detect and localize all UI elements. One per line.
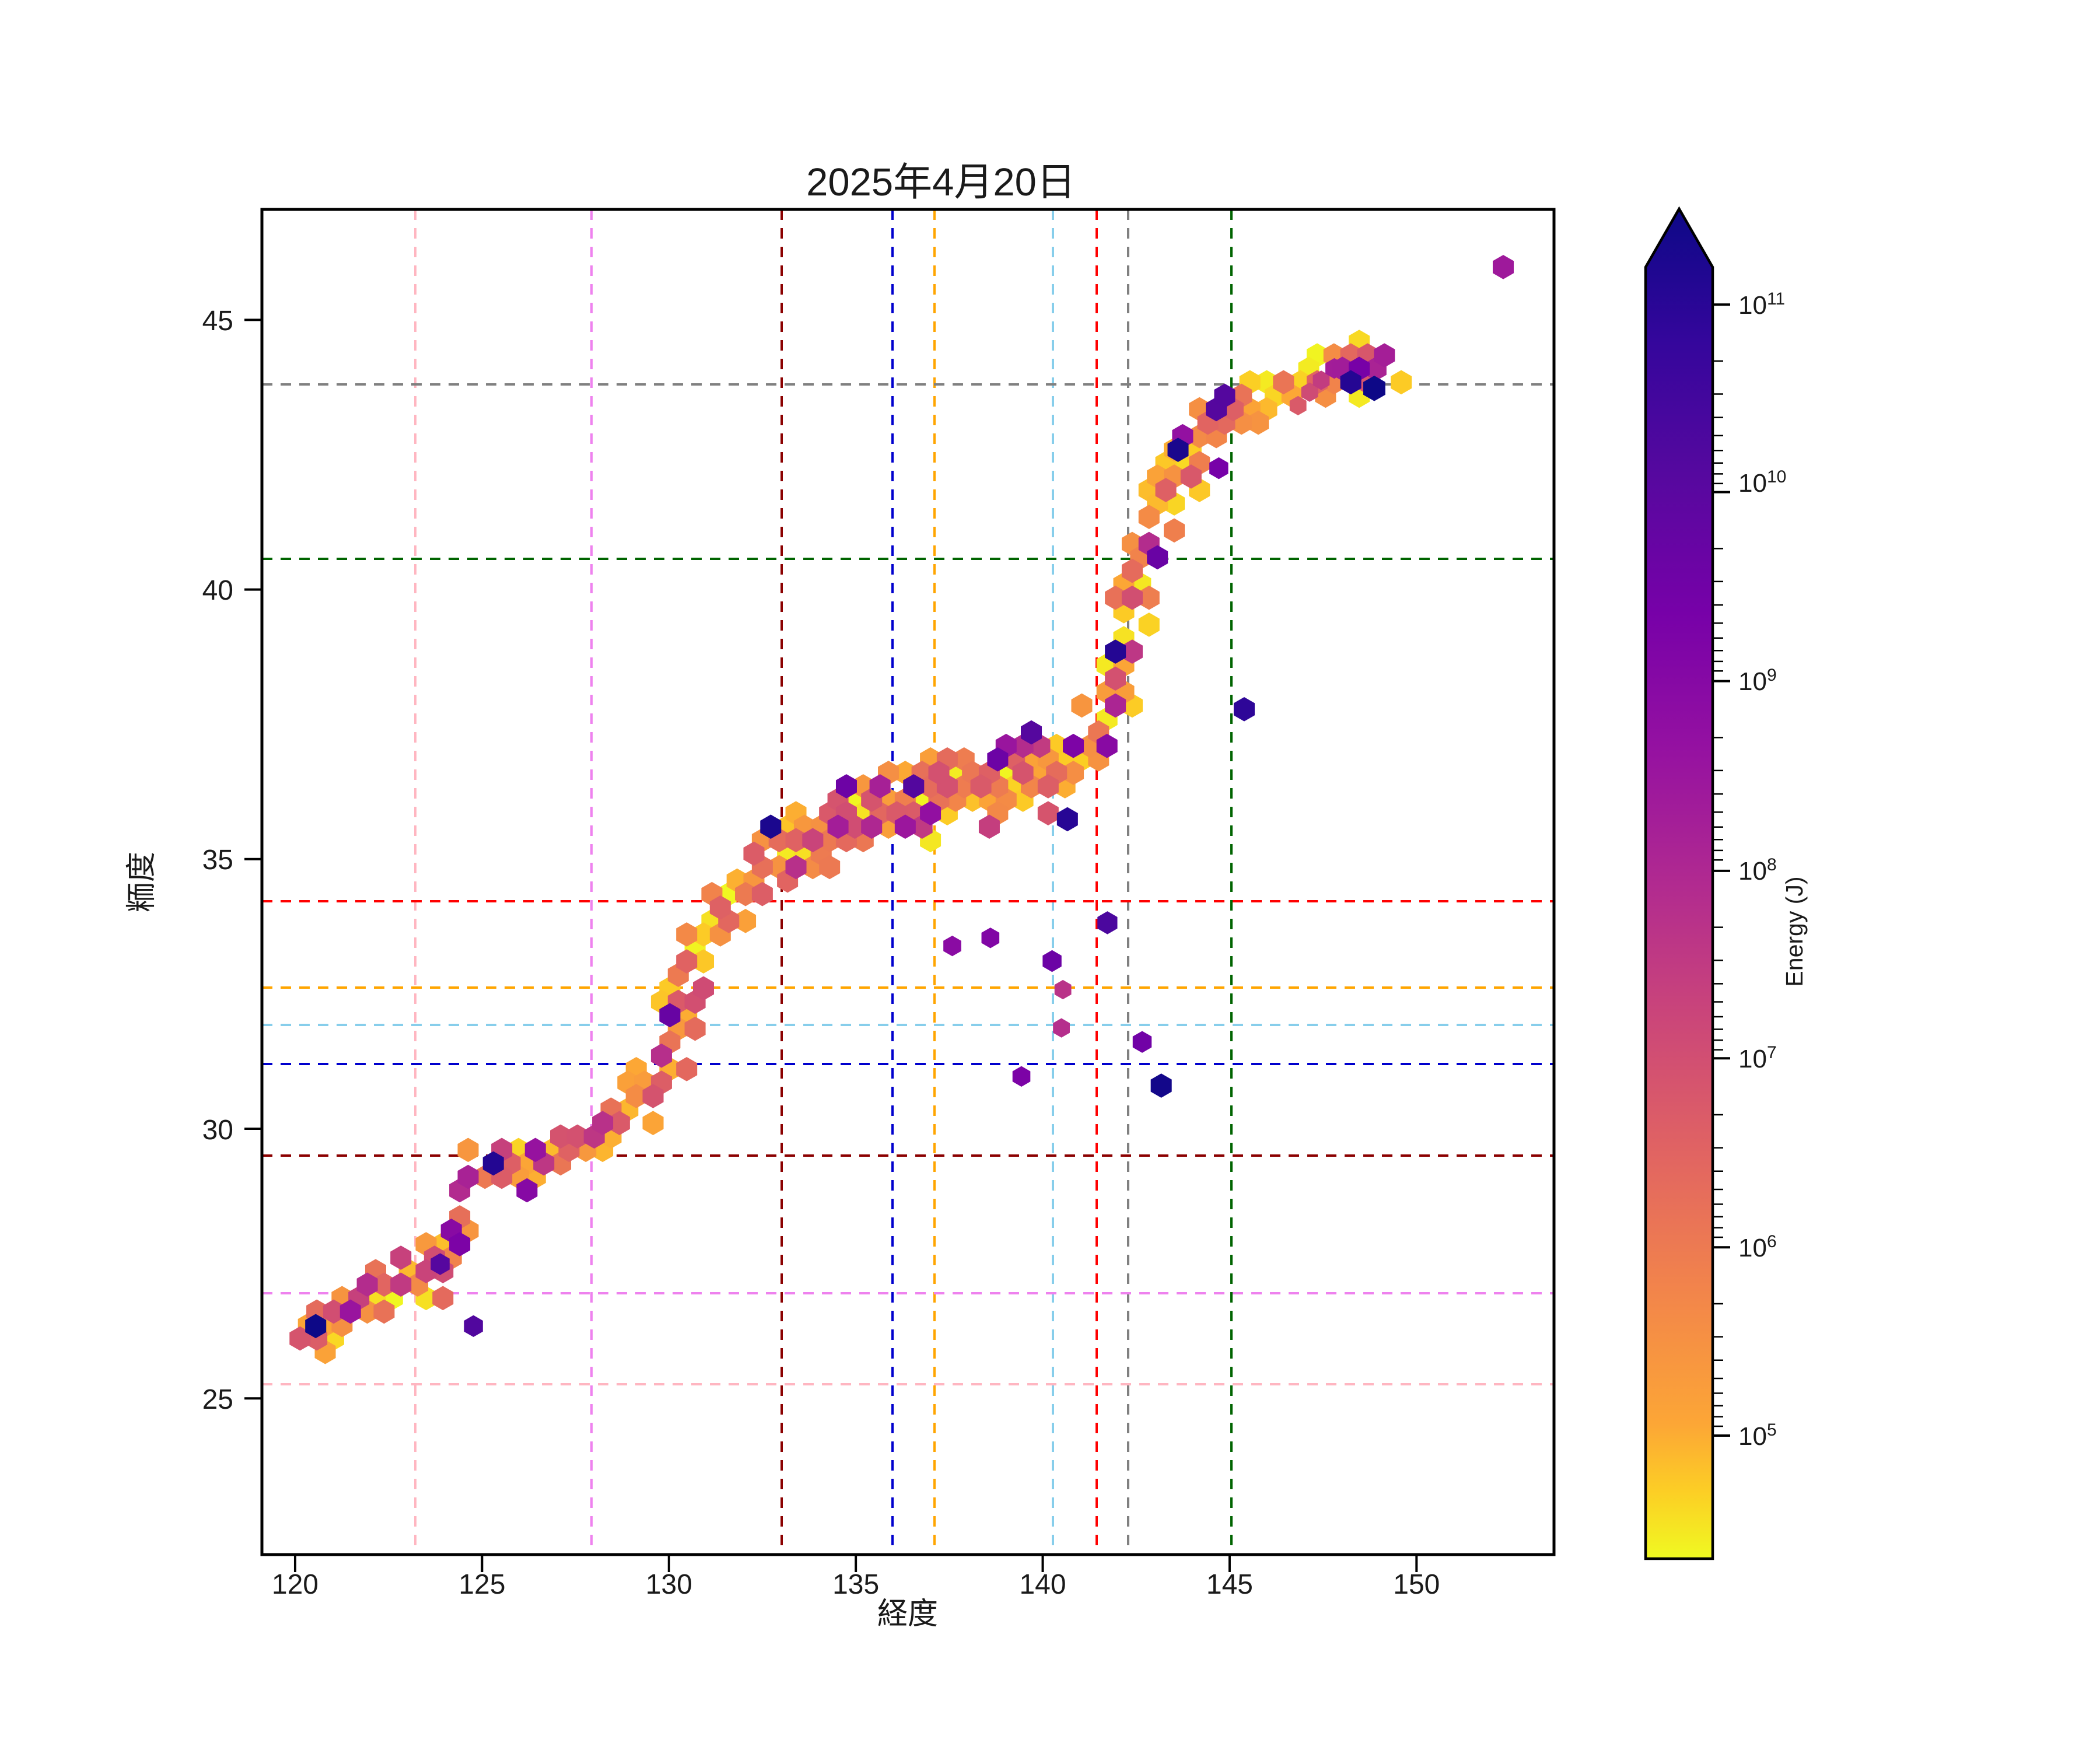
svg-text:150: 150 [1393,1569,1440,1600]
svg-text:1011: 1011 [1738,289,1785,320]
svg-text:30: 30 [202,1115,233,1146]
svg-text:Energy (J): Energy (J) [1781,876,1808,986]
svg-text:120: 120 [272,1569,318,1600]
svg-text:1010: 1010 [1738,467,1786,498]
svg-text:109: 109 [1738,666,1777,696]
svg-text:経度: 経度 [877,1597,938,1631]
svg-text:140: 140 [1019,1569,1066,1600]
svg-text:45: 45 [202,306,233,337]
svg-text:25: 25 [202,1384,233,1415]
svg-text:125: 125 [459,1569,505,1600]
svg-text:35: 35 [202,845,233,876]
svg-text:105: 105 [1738,1420,1777,1451]
svg-text:135: 135 [832,1569,879,1600]
svg-text:2025年4月20日: 2025年4月20日 [806,160,1076,204]
svg-text:107: 107 [1738,1043,1777,1073]
svg-text:145: 145 [1206,1569,1253,1600]
svg-text:40: 40 [202,575,233,606]
svg-text:130: 130 [646,1569,692,1600]
svg-text:粫度: 粫度 [125,852,159,912]
svg-text:106: 106 [1738,1232,1777,1262]
svg-text:108: 108 [1738,855,1777,886]
